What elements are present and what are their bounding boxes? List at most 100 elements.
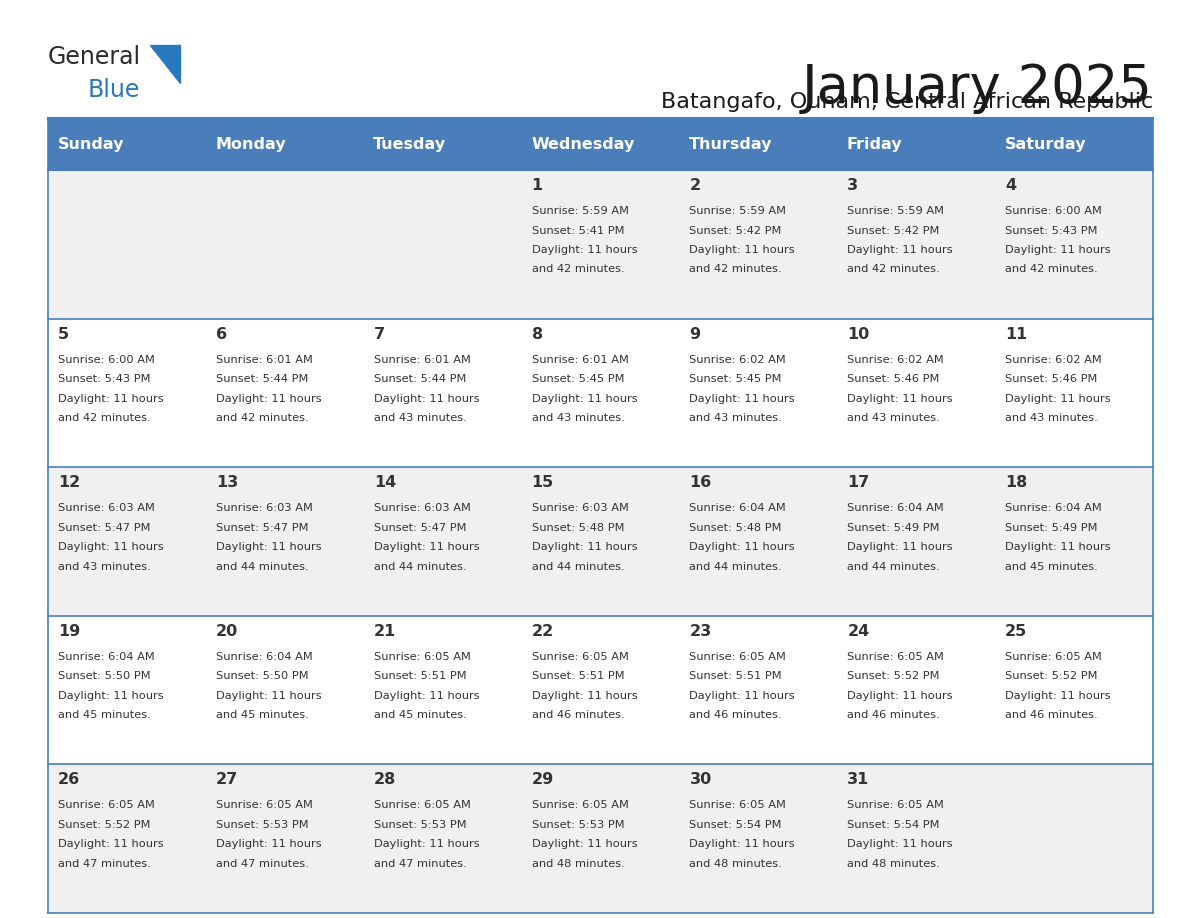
Text: and 46 minutes.: and 46 minutes.	[531, 711, 624, 721]
Text: Daylight: 11 hours: Daylight: 11 hours	[216, 691, 322, 700]
Text: Daylight: 11 hours: Daylight: 11 hours	[847, 543, 953, 553]
Text: Sunrise: 6:03 AM: Sunrise: 6:03 AM	[374, 503, 470, 513]
Text: Sunrise: 6:05 AM: Sunrise: 6:05 AM	[847, 800, 944, 811]
Text: 9: 9	[689, 327, 701, 341]
Bar	[48, 319, 1154, 467]
Text: Sunrise: 6:03 AM: Sunrise: 6:03 AM	[216, 503, 312, 513]
Text: 6: 6	[216, 327, 227, 341]
Text: 15: 15	[531, 476, 554, 490]
Text: Sunset: 5:50 PM: Sunset: 5:50 PM	[216, 671, 309, 681]
Text: Sunset: 5:53 PM: Sunset: 5:53 PM	[216, 820, 309, 830]
Text: Daylight: 11 hours: Daylight: 11 hours	[374, 394, 479, 404]
Text: 4: 4	[1005, 178, 1016, 193]
Text: Sunset: 5:45 PM: Sunset: 5:45 PM	[689, 375, 782, 384]
Text: and 42 minutes.: and 42 minutes.	[216, 413, 309, 423]
Text: 29: 29	[531, 772, 554, 788]
Bar	[48, 616, 1154, 765]
Text: Daylight: 11 hours: Daylight: 11 hours	[1005, 245, 1111, 255]
Text: Sunset: 5:51 PM: Sunset: 5:51 PM	[689, 671, 782, 681]
Text: Sunrise: 6:05 AM: Sunrise: 6:05 AM	[531, 800, 628, 811]
Text: Sunset: 5:48 PM: Sunset: 5:48 PM	[689, 522, 782, 532]
Text: 3: 3	[847, 178, 859, 193]
Text: Sunset: 5:52 PM: Sunset: 5:52 PM	[847, 671, 940, 681]
Text: Daylight: 11 hours: Daylight: 11 hours	[1005, 394, 1111, 404]
Text: Sunrise: 6:03 AM: Sunrise: 6:03 AM	[58, 503, 154, 513]
Bar	[206, 120, 364, 170]
Text: 13: 13	[216, 476, 238, 490]
Text: and 46 minutes.: and 46 minutes.	[689, 711, 782, 721]
Text: Sunset: 5:51 PM: Sunset: 5:51 PM	[531, 671, 624, 681]
Text: 18: 18	[1005, 476, 1028, 490]
Bar	[838, 120, 996, 170]
Text: Sunrise: 6:05 AM: Sunrise: 6:05 AM	[689, 652, 786, 662]
Text: and 44 minutes.: and 44 minutes.	[531, 562, 624, 572]
Text: Sunrise: 6:02 AM: Sunrise: 6:02 AM	[1005, 354, 1102, 364]
Bar	[48, 467, 1154, 616]
Text: Daylight: 11 hours: Daylight: 11 hours	[531, 691, 637, 700]
Text: Sunrise: 5:59 AM: Sunrise: 5:59 AM	[847, 206, 944, 216]
Text: Daylight: 11 hours: Daylight: 11 hours	[689, 245, 795, 255]
Text: Sunrise: 6:02 AM: Sunrise: 6:02 AM	[847, 354, 944, 364]
Text: Daylight: 11 hours: Daylight: 11 hours	[58, 691, 164, 700]
Text: Daylight: 11 hours: Daylight: 11 hours	[1005, 691, 1111, 700]
Text: Sunset: 5:47 PM: Sunset: 5:47 PM	[216, 522, 309, 532]
Text: and 43 minutes.: and 43 minutes.	[531, 413, 625, 423]
Text: Sunrise: 6:05 AM: Sunrise: 6:05 AM	[216, 800, 312, 811]
Text: 28: 28	[374, 772, 396, 788]
Text: Wednesday: Wednesday	[531, 138, 634, 152]
Text: Sunrise: 6:01 AM: Sunrise: 6:01 AM	[216, 354, 312, 364]
Text: Sunrise: 6:05 AM: Sunrise: 6:05 AM	[374, 652, 470, 662]
Text: Daylight: 11 hours: Daylight: 11 hours	[216, 543, 322, 553]
Text: Sunset: 5:44 PM: Sunset: 5:44 PM	[374, 375, 466, 384]
Text: Daylight: 11 hours: Daylight: 11 hours	[689, 543, 795, 553]
Text: Daylight: 11 hours: Daylight: 11 hours	[531, 839, 637, 849]
Bar	[522, 120, 680, 170]
Text: Sunset: 5:53 PM: Sunset: 5:53 PM	[374, 820, 467, 830]
Text: Sunset: 5:54 PM: Sunset: 5:54 PM	[689, 820, 782, 830]
Text: Sunset: 5:47 PM: Sunset: 5:47 PM	[58, 522, 151, 532]
Bar	[48, 765, 1154, 913]
Text: Sunset: 5:49 PM: Sunset: 5:49 PM	[1005, 522, 1098, 532]
Text: 2: 2	[689, 178, 701, 193]
Text: and 42 minutes.: and 42 minutes.	[58, 413, 151, 423]
Polygon shape	[150, 45, 181, 83]
Text: Monday: Monday	[215, 138, 286, 152]
Text: Sunrise: 6:05 AM: Sunrise: 6:05 AM	[58, 800, 154, 811]
Text: 31: 31	[847, 772, 870, 788]
Text: Sunrise: 5:59 AM: Sunrise: 5:59 AM	[689, 206, 786, 216]
Text: Daylight: 11 hours: Daylight: 11 hours	[847, 394, 953, 404]
Text: Sunset: 5:51 PM: Sunset: 5:51 PM	[374, 671, 467, 681]
Text: Sunset: 5:52 PM: Sunset: 5:52 PM	[1005, 671, 1098, 681]
Text: Daylight: 11 hours: Daylight: 11 hours	[374, 691, 479, 700]
Text: 20: 20	[216, 624, 238, 639]
Text: January 2025: January 2025	[802, 62, 1154, 114]
Bar	[48, 120, 206, 170]
Text: Sunset: 5:43 PM: Sunset: 5:43 PM	[58, 375, 151, 384]
Text: Daylight: 11 hours: Daylight: 11 hours	[374, 839, 479, 849]
Text: 23: 23	[689, 624, 712, 639]
Text: Sunset: 5:52 PM: Sunset: 5:52 PM	[58, 820, 151, 830]
Text: 16: 16	[689, 476, 712, 490]
Text: Blue: Blue	[88, 78, 140, 102]
Text: and 45 minutes.: and 45 minutes.	[374, 711, 467, 721]
Text: and 47 minutes.: and 47 minutes.	[216, 859, 309, 869]
Text: 30: 30	[689, 772, 712, 788]
Text: 19: 19	[58, 624, 81, 639]
Text: Batangafo, Ouham, Central African Republic: Batangafo, Ouham, Central African Republ…	[661, 92, 1154, 112]
Text: Daylight: 11 hours: Daylight: 11 hours	[531, 394, 637, 404]
Text: Sunset: 5:54 PM: Sunset: 5:54 PM	[847, 820, 940, 830]
Text: Saturday: Saturday	[1005, 138, 1086, 152]
Text: Sunrise: 6:05 AM: Sunrise: 6:05 AM	[531, 652, 628, 662]
Text: Sunrise: 6:04 AM: Sunrise: 6:04 AM	[1005, 503, 1102, 513]
Text: Sunset: 5:46 PM: Sunset: 5:46 PM	[1005, 375, 1098, 384]
Text: Sunset: 5:49 PM: Sunset: 5:49 PM	[847, 522, 940, 532]
Bar	[48, 170, 1154, 319]
Text: Daylight: 11 hours: Daylight: 11 hours	[1005, 543, 1111, 553]
Bar	[364, 120, 522, 170]
Text: Daylight: 11 hours: Daylight: 11 hours	[847, 691, 953, 700]
Text: Sunset: 5:44 PM: Sunset: 5:44 PM	[216, 375, 308, 384]
Text: and 43 minutes.: and 43 minutes.	[847, 413, 940, 423]
Text: 22: 22	[531, 624, 554, 639]
Text: Sunday: Sunday	[57, 138, 124, 152]
Text: Sunset: 5:50 PM: Sunset: 5:50 PM	[58, 671, 151, 681]
